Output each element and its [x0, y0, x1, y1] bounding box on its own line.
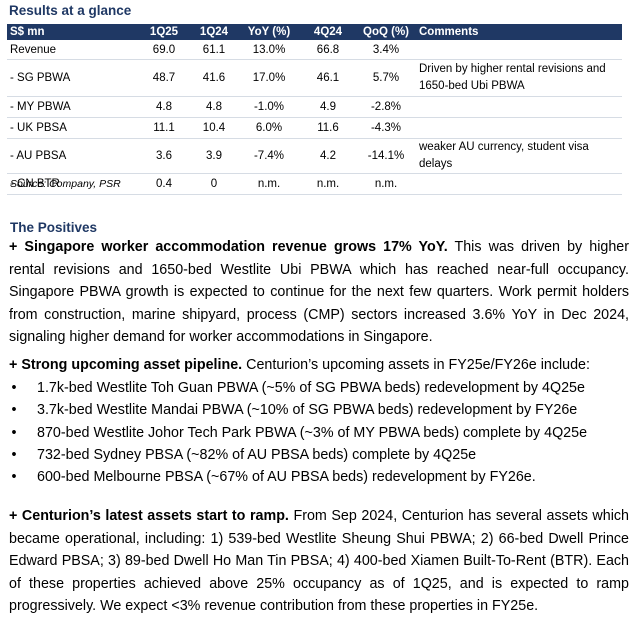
cell-1q25: 3.6: [139, 138, 189, 174]
list-item: • 870-bed Westlite Johor Tech Park PBWA (…: [9, 422, 587, 444]
cell-qoq: 5.7%: [357, 59, 415, 97]
cell-1q24: 10.4: [189, 117, 239, 139]
cell-yoy: n.m.: [239, 173, 299, 195]
cell-comment: Driven by higher rental revisions and 16…: [415, 59, 622, 97]
source-note: Source: Company, PSR: [10, 178, 121, 190]
header-comments: Comments: [415, 24, 622, 40]
list-item-text: 1.7k-bed Westlite Toh Guan PBWA (~5% of …: [37, 380, 585, 396]
list-item-text: 732-bed Sydney PBSA (~82% of AU PBSA bed…: [37, 446, 477, 463]
paragraph-heading: + Singapore worker accommodation revenue…: [9, 239, 448, 255]
list-item: • 732-bed Sydney PBSA (~82% of AU PBSA be…: [9, 444, 587, 466]
table-row: - CN BTR 0.4 0 n.m. n.m. n.m.: [7, 173, 622, 195]
bullet-icon: •: [11, 446, 17, 463]
cell-comment: [415, 173, 622, 195]
cell-qoq: -2.8%: [357, 96, 415, 118]
cell-yoy: 6.0%: [239, 117, 299, 139]
list-item: • 3.7k-bed Westlite Mandai PBWA (~10% of …: [9, 399, 587, 421]
cell-yoy: 13.0%: [239, 40, 299, 60]
cell-1q24: 41.6: [189, 59, 239, 97]
row-label: - CN BTR: [7, 173, 139, 195]
cell-1q25: 69.0: [139, 40, 189, 60]
row-label: Revenue: [7, 40, 139, 60]
paragraph-body: This was driven by higher rental revisio…: [9, 239, 629, 345]
pipeline-list: • 1.7k-bed Westlite Toh Guan PBWA (~5% of…: [9, 377, 587, 488]
row-label: - UK PBSA: [7, 117, 139, 139]
paragraph-heading: + Strong upcoming asset pipeline.: [9, 357, 243, 373]
bullet-icon: •: [11, 469, 17, 486]
paragraph-asset-pipeline: + Strong upcoming asset pipeline. Centur…: [9, 354, 590, 377]
cell-qoq: -14.1%: [357, 138, 415, 174]
cell-4q24: 4.2: [299, 138, 357, 174]
cell-comment: [415, 40, 622, 60]
list-item: • 600-bed Melbourne PBSA (~67% of AU PBSA…: [9, 466, 587, 488]
cell-comment: [415, 96, 622, 118]
list-item-text: 600-bed Melbourne PBSA (~67% of AU PBSA …: [37, 469, 536, 486]
cell-1q24: 61.1: [189, 40, 239, 60]
row-label: - SG PBWA: [7, 59, 139, 97]
table-row: Revenue 69.0 61.1 13.0% 66.8 3.4%: [7, 40, 622, 60]
header-1q25: 1Q25: [139, 24, 189, 40]
cell-1q24: 4.8: [189, 96, 239, 118]
cell-1q25: 0.4: [139, 173, 189, 195]
cell-comment: [415, 117, 622, 139]
row-label: - MY PBWA: [7, 96, 139, 118]
cell-4q24: 4.9: [299, 96, 357, 118]
cell-qoq: n.m.: [357, 173, 415, 195]
cell-yoy: 17.0%: [239, 59, 299, 97]
results-title: Results at a glance: [9, 3, 132, 18]
cell-1q25: 4.8: [139, 96, 189, 118]
bullet-icon: •: [11, 402, 17, 419]
paragraph-latest-assets: + Centurion’s latest assets start to ram…: [9, 505, 629, 618]
cell-1q24: 3.9: [189, 138, 239, 174]
list-item-text: 870-bed Westlite Johor Tech Park PBWA (~…: [37, 424, 588, 441]
table-row: - SG PBWA 48.7 41.6 17.0% 46.1 5.7% Driv…: [7, 59, 622, 97]
cell-1q25: 11.1: [139, 117, 189, 139]
table-header-row: S$ mn 1Q25 1Q24 YoY (%) 4Q24 QoQ (%) Com…: [7, 24, 622, 40]
cell-4q24: 46.1: [299, 59, 357, 97]
cell-qoq: 3.4%: [357, 40, 415, 60]
results-table: S$ mn 1Q25 1Q24 YoY (%) 4Q24 QoQ (%) Com…: [7, 24, 622, 195]
cell-yoy: -1.0%: [239, 96, 299, 118]
cell-4q24: n.m.: [299, 173, 357, 195]
list-item-text: 3.7k-bed Westlite Mandai PBWA (~10% of S…: [37, 402, 578, 419]
cell-4q24: 11.6: [299, 117, 357, 139]
paragraph-body: Centurion’s upcoming assets in FY25e/FY2…: [242, 357, 590, 373]
cell-4q24: 66.8: [299, 40, 357, 60]
table-row: - MY PBWA 4.8 4.8 -1.0% 4.9 -2.8%: [7, 96, 622, 118]
header-4q24: 4Q24: [299, 24, 357, 40]
cell-comment: weaker AU currency, student visa delays: [415, 138, 622, 174]
header-label: S$ mn: [7, 24, 139, 40]
header-yoy: YoY (%): [239, 24, 299, 40]
paragraph-sg-worker-accommodation: + Singapore worker accommodation revenue…: [9, 236, 629, 349]
cell-1q24: 0: [189, 173, 239, 195]
positives-title: The Positives: [10, 220, 98, 235]
cell-1q25: 48.7: [139, 59, 189, 97]
bullet-icon: •: [11, 380, 17, 396]
row-label: - AU PBSA: [7, 138, 139, 174]
paragraph-body: From Sep 2024, Centurion has several ass…: [9, 508, 629, 614]
paragraph-heading: + Centurion’s latest assets start to ram…: [9, 508, 289, 524]
cell-qoq: -4.3%: [357, 117, 415, 139]
list-item: • 1.7k-bed Westlite Toh Guan PBWA (~5% of…: [9, 377, 587, 399]
table-row: - UK PBSA 11.1 10.4 6.0% 11.6 -4.3%: [7, 117, 622, 139]
bullet-icon: •: [11, 424, 17, 441]
cell-yoy: -7.4%: [239, 138, 299, 174]
table-row: - AU PBSA 3.6 3.9 -7.4% 4.2 -14.1% weake…: [7, 138, 622, 174]
header-1q24: 1Q24: [189, 24, 239, 40]
header-qoq: QoQ (%): [357, 24, 415, 40]
